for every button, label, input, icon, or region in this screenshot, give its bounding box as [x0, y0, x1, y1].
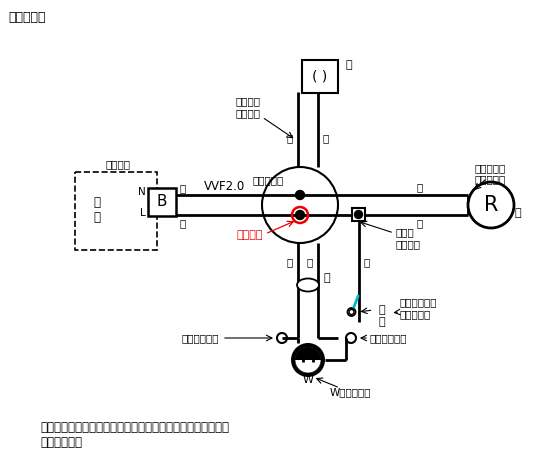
Text: R: R — [484, 195, 498, 215]
Text: イ: イ — [379, 317, 385, 327]
Circle shape — [295, 190, 305, 200]
Text: 白: 白 — [307, 257, 313, 267]
Text: B: B — [157, 195, 167, 209]
Text: イ: イ — [379, 305, 385, 315]
Text: 小で圧着: 小で圧着 — [237, 230, 263, 240]
Text: 白: 白 — [417, 182, 423, 192]
Wedge shape — [295, 360, 321, 373]
Text: イ: イ — [515, 208, 521, 218]
Text: わたり線は白: わたり線は白 — [370, 333, 407, 343]
Bar — [352, 208, 365, 221]
Ellipse shape — [297, 279, 319, 292]
Text: 白: 白 — [180, 183, 186, 193]
Circle shape — [349, 310, 354, 315]
Circle shape — [295, 211, 305, 219]
Text: 受金ねじ部
の端子に白: 受金ねじ部 の端子に白 — [475, 163, 506, 185]
Circle shape — [355, 211, 363, 219]
Text: Wの表示に白: Wの表示に白 — [329, 387, 371, 397]
Text: 電線の色別は
問わない。: 電線の色別は 問わない。 — [400, 297, 437, 319]
Text: イ: イ — [323, 273, 330, 283]
Text: L: L — [140, 208, 146, 218]
Wedge shape — [295, 347, 321, 360]
Bar — [148, 188, 176, 216]
Text: N: N — [138, 187, 146, 197]
Text: 黒: 黒 — [180, 218, 186, 228]
Text: 電
源: 電 源 — [94, 196, 101, 224]
Text: 黒: 黒 — [287, 257, 293, 267]
Text: 差込形
コネクタ: 差込形 コネクタ — [395, 227, 420, 249]
Bar — [302, 60, 338, 93]
Text: 【複線図】: 【複線図】 — [8, 11, 46, 24]
Text: 中スリーブ: 中スリーブ — [252, 175, 284, 185]
Circle shape — [291, 343, 325, 377]
Text: ( ): ( ) — [313, 69, 328, 84]
Text: 接地側の
表示に白: 接地側の 表示に白 — [236, 96, 260, 118]
Text: 白: 白 — [287, 133, 293, 143]
Text: W: W — [302, 375, 314, 385]
Text: VVF2.0: VVF2.0 — [204, 180, 246, 193]
Text: 黒: 黒 — [417, 218, 423, 228]
Text: 施工省略: 施工省略 — [105, 159, 131, 169]
Circle shape — [295, 347, 321, 373]
Text: わたり線は黒: わたり線は黒 — [181, 333, 219, 343]
Text: イ: イ — [346, 60, 352, 70]
Text: （注）上記は例であり、これ以外にも正解となる結線方法が
　あります。: （注）上記は例であり、これ以外にも正解となる結線方法が あります。 — [40, 421, 229, 449]
Text: 赤: 赤 — [363, 257, 370, 267]
Text: 黒: 黒 — [323, 133, 329, 143]
